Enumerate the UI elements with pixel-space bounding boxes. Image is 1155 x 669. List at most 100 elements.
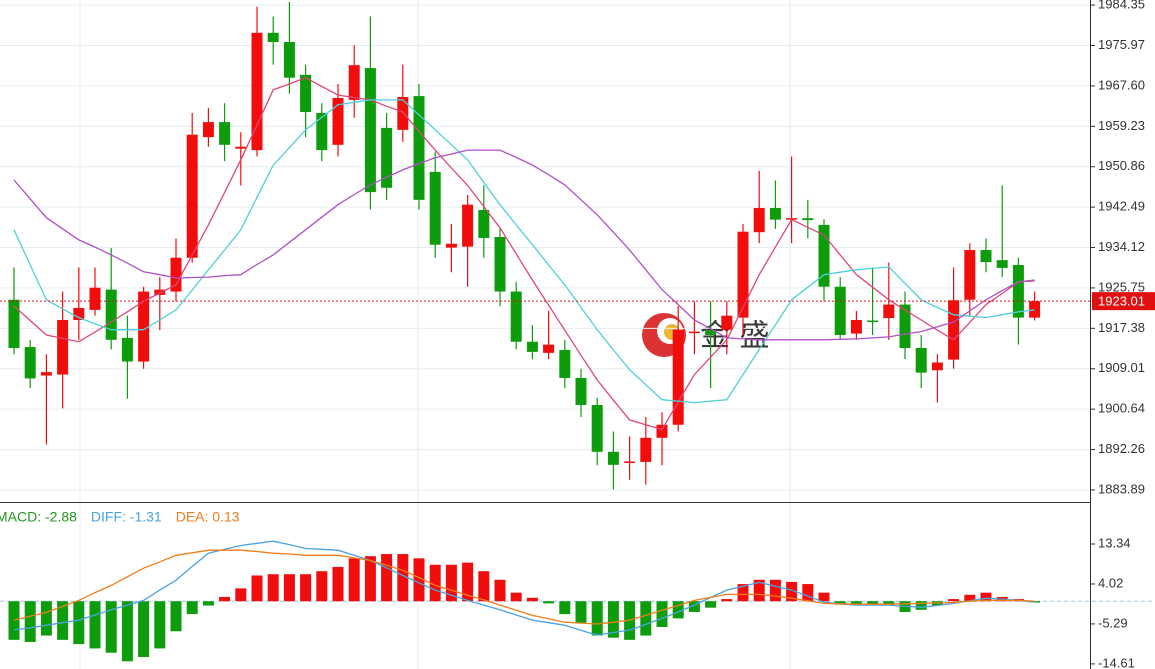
candle-body xyxy=(267,32,279,42)
macd-bar xyxy=(121,601,133,662)
candle-body xyxy=(138,291,150,362)
y-tick-label: 4.02 xyxy=(1098,575,1123,590)
macd-bar xyxy=(170,601,182,632)
macd-bar xyxy=(381,554,393,602)
macd-bar xyxy=(364,556,376,602)
y-tick-label: 1959.23 xyxy=(1098,118,1145,133)
macd-bar xyxy=(802,584,814,602)
last-price-label: 1923.01 xyxy=(1098,294,1145,309)
macd-bar xyxy=(964,594,976,602)
candle-body xyxy=(672,329,684,425)
macd-bar xyxy=(445,564,457,602)
candle-body xyxy=(186,134,198,258)
candle-body xyxy=(721,315,733,330)
macd-line xyxy=(13,549,1035,625)
candle-body xyxy=(899,304,911,349)
candle-body xyxy=(219,122,231,145)
candle-body xyxy=(397,97,409,130)
candle-body xyxy=(575,377,587,405)
candle-body xyxy=(24,347,36,379)
candle-body xyxy=(526,341,538,352)
y-tick-label: 1892.26 xyxy=(1098,441,1145,456)
candle-body xyxy=(543,344,555,353)
macd-bar xyxy=(591,601,603,636)
candle-body xyxy=(980,250,992,263)
candle-body xyxy=(235,146,247,149)
y-tick-label: -14.61 xyxy=(1098,655,1135,669)
macd-bar xyxy=(640,601,652,636)
candle-body xyxy=(462,204,474,247)
candle-body xyxy=(883,304,895,319)
last-price-box xyxy=(1092,292,1155,311)
macd-bar xyxy=(138,601,150,657)
candle-body xyxy=(818,224,830,287)
macd-bar xyxy=(348,558,360,602)
macd-bar xyxy=(462,562,474,602)
candle-body xyxy=(89,287,101,310)
candle-body xyxy=(559,349,571,378)
y-tick-label: 1950.86 xyxy=(1098,158,1145,173)
macd-bar xyxy=(688,601,700,612)
candle-body xyxy=(316,112,328,151)
macd-bar xyxy=(413,558,425,602)
candle-body xyxy=(1012,264,1024,318)
macd-bar xyxy=(753,579,765,602)
candle-body xyxy=(251,32,263,151)
y-tick-label: 1909.01 xyxy=(1098,360,1145,375)
candle-body xyxy=(381,127,393,188)
candle-body xyxy=(640,437,652,462)
candle-body xyxy=(121,337,133,362)
candle-body xyxy=(915,348,927,373)
candle-body xyxy=(802,218,814,221)
macd-bar xyxy=(672,601,684,619)
candle-body xyxy=(105,289,117,340)
candle-body xyxy=(948,300,960,360)
candle-body xyxy=(283,41,295,78)
macd-line xyxy=(13,540,1035,636)
macd-bar xyxy=(834,601,846,605)
candle-body xyxy=(413,96,425,200)
macd-bar xyxy=(915,601,927,610)
candle-body xyxy=(154,289,166,295)
y-tick-label: 1917.38 xyxy=(1098,320,1145,335)
macd-bar xyxy=(202,601,214,606)
macd-bar xyxy=(883,601,895,606)
macd-bar xyxy=(105,601,117,653)
macd-bar xyxy=(219,596,231,602)
candle-body xyxy=(850,320,862,334)
y-tick-label: 1925.75 xyxy=(1098,279,1145,294)
macd-bar xyxy=(737,584,749,602)
y-axis: 1984.35 1975.97 1967.60 1959.23 1950.86 1942.… xyxy=(1090,0,1155,669)
macd-bar xyxy=(656,601,668,627)
y-tick-label: 1975.97 xyxy=(1098,37,1145,52)
y-tick-label: 1942.49 xyxy=(1098,199,1145,214)
macd-bar xyxy=(559,601,571,615)
candle-body xyxy=(737,231,749,318)
candle-body xyxy=(607,451,619,465)
macd-bar xyxy=(397,554,409,602)
macd-bar xyxy=(300,574,312,602)
candle-body xyxy=(202,122,214,138)
macd-bar xyxy=(850,601,862,605)
legend-entry: DIFF: -1.31 xyxy=(91,509,162,525)
macd-bar xyxy=(235,588,247,602)
legend: MACD: -2.88 DIFF: -1.31 DEA: 0.13 xyxy=(0,509,240,525)
candle-body xyxy=(656,424,668,438)
macd-bar xyxy=(948,599,960,602)
macd-bar xyxy=(705,601,717,608)
macd-bar xyxy=(57,601,69,640)
y-tick-label: 1984.35 xyxy=(1098,0,1145,12)
moving-average-line xyxy=(13,149,1035,341)
candle-body xyxy=(769,208,781,220)
y-tick-label: 1934.12 xyxy=(1098,239,1145,254)
macd-bar xyxy=(89,601,101,649)
macd-bar xyxy=(332,566,344,602)
candle-body xyxy=(931,362,943,371)
candle-body xyxy=(57,320,69,375)
macd-bar xyxy=(283,574,295,602)
macd-bar xyxy=(494,579,506,602)
macd-bar xyxy=(769,579,781,602)
macd-bar xyxy=(818,592,830,602)
